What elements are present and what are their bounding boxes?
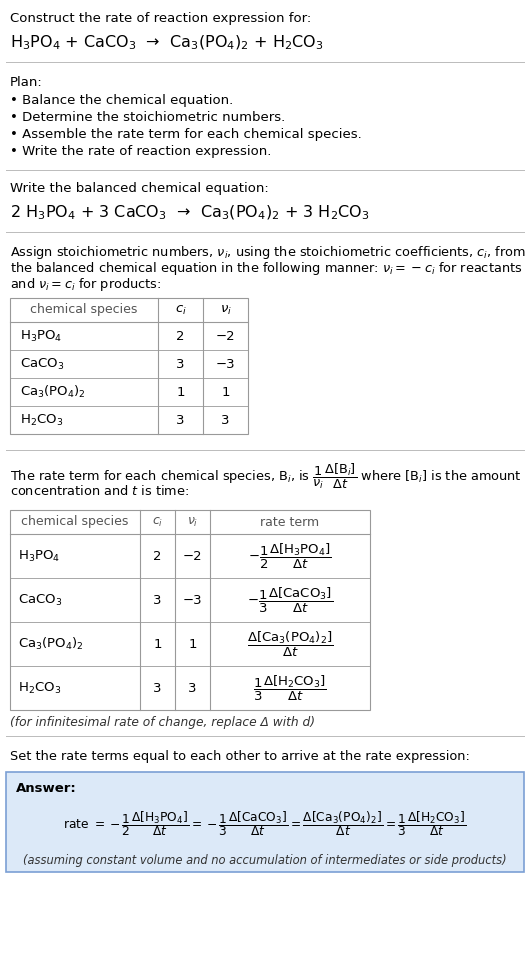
Text: chemical species: chemical species (30, 304, 138, 317)
Text: −2: −2 (183, 550, 202, 563)
Text: 3: 3 (221, 414, 229, 426)
Text: 2: 2 (153, 550, 162, 563)
Text: The rate term for each chemical species, B$_i$, is $\dfrac{1}{\nu_i}\dfrac{\Delt: The rate term for each chemical species,… (10, 462, 522, 491)
Text: Ca$_3$(PO$_4$)$_2$: Ca$_3$(PO$_4$)$_2$ (18, 636, 84, 652)
Text: $\nu_i$: $\nu_i$ (187, 515, 198, 528)
Text: $\nu_i$: $\nu_i$ (219, 304, 232, 317)
Text: $-\dfrac{1}{2}\dfrac{\Delta[\mathrm{H_3PO_4}]}{\Delta t}$: $-\dfrac{1}{2}\dfrac{\Delta[\mathrm{H_3P… (248, 541, 332, 570)
Text: CaCO$_3$: CaCO$_3$ (20, 357, 64, 371)
Text: • Assemble the rate term for each chemical species.: • Assemble the rate term for each chemic… (10, 128, 362, 141)
Text: Assign stoichiometric numbers, $\nu_i$, using the stoichiometric coefficients, $: Assign stoichiometric numbers, $\nu_i$, … (10, 244, 526, 261)
Text: H$_3$PO$_4$: H$_3$PO$_4$ (18, 549, 60, 564)
Text: H$_3$PO$_4$ + CaCO$_3$  →  Ca$_3$(PO$_4$)$_2$ + H$_2$CO$_3$: H$_3$PO$_4$ + CaCO$_3$ → Ca$_3$(PO$_4$)$… (10, 34, 324, 52)
Text: rate term: rate term (260, 515, 320, 528)
Text: −3: −3 (216, 358, 235, 370)
Text: 1: 1 (188, 638, 197, 651)
Bar (10, 510, 370, 710)
FancyBboxPatch shape (6, 772, 524, 872)
Text: 2: 2 (176, 329, 185, 342)
Text: chemical species: chemical species (21, 515, 129, 528)
Text: 1: 1 (153, 638, 162, 651)
Text: Construct the rate of reaction expression for:: Construct the rate of reaction expressio… (10, 12, 311, 25)
Text: (for infinitesimal rate of change, replace Δ with d): (for infinitesimal rate of change, repla… (10, 716, 315, 729)
Text: concentration and $t$ is time:: concentration and $t$ is time: (10, 484, 189, 498)
Text: Set the rate terms equal to each other to arrive at the rate expression:: Set the rate terms equal to each other t… (10, 750, 470, 763)
Text: H$_2$CO$_3$: H$_2$CO$_3$ (18, 680, 61, 696)
Text: Write the balanced chemical equation:: Write the balanced chemical equation: (10, 182, 269, 195)
Text: 3: 3 (188, 681, 197, 695)
Text: • Write the rate of reaction expression.: • Write the rate of reaction expression. (10, 145, 271, 158)
Text: the balanced chemical equation in the following manner: $\nu_i = -c_i$ for react: the balanced chemical equation in the fo… (10, 260, 522, 277)
Text: −2: −2 (216, 329, 235, 342)
Text: $\dfrac{1}{3}\dfrac{\Delta[\mathrm{H_2CO_3}]}{\Delta t}$: $\dfrac{1}{3}\dfrac{\Delta[\mathrm{H_2CO… (253, 673, 327, 703)
Text: 1: 1 (221, 385, 229, 399)
Text: $c_i$: $c_i$ (152, 515, 163, 528)
Text: 3: 3 (153, 681, 162, 695)
Text: H$_2$CO$_3$: H$_2$CO$_3$ (20, 413, 63, 427)
Text: 3: 3 (176, 414, 185, 426)
Text: 2 H$_3$PO$_4$ + 3 CaCO$_3$  →  Ca$_3$(PO$_4$)$_2$ + 3 H$_2$CO$_3$: 2 H$_3$PO$_4$ + 3 CaCO$_3$ → Ca$_3$(PO$_… (10, 204, 369, 222)
Text: Plan:: Plan: (10, 76, 43, 89)
Text: H$_3$PO$_4$: H$_3$PO$_4$ (20, 328, 62, 344)
Text: • Determine the stoichiometric numbers.: • Determine the stoichiometric numbers. (10, 111, 285, 124)
Text: −3: −3 (183, 594, 202, 607)
Text: $c_i$: $c_i$ (174, 304, 187, 317)
Text: rate $= -\dfrac{1}{2}\dfrac{\Delta[\mathrm{H_3PO_4}]}{\Delta t}= -\dfrac{1}{3}\d: rate $= -\dfrac{1}{2}\dfrac{\Delta[\math… (64, 809, 466, 839)
Text: CaCO$_3$: CaCO$_3$ (18, 593, 63, 608)
Text: and $\nu_i = c_i$ for products:: and $\nu_i = c_i$ for products: (10, 276, 161, 293)
Bar (10, 298, 248, 434)
Text: $\dfrac{\Delta[\mathrm{Ca_3(PO_4)_2}]}{\Delta t}$: $\dfrac{\Delta[\mathrm{Ca_3(PO_4)_2}]}{\… (246, 629, 333, 659)
Text: 1: 1 (176, 385, 185, 399)
Text: Answer:: Answer: (16, 782, 77, 795)
Text: • Balance the chemical equation.: • Balance the chemical equation. (10, 94, 233, 107)
Text: Ca$_3$(PO$_4$)$_2$: Ca$_3$(PO$_4$)$_2$ (20, 384, 86, 400)
Text: 3: 3 (176, 358, 185, 370)
Text: 3: 3 (153, 594, 162, 607)
Text: $-\dfrac{1}{3}\dfrac{\Delta[\mathrm{CaCO_3}]}{\Delta t}$: $-\dfrac{1}{3}\dfrac{\Delta[\mathrm{CaCO… (247, 585, 333, 614)
Text: (assuming constant volume and no accumulation of intermediates or side products): (assuming constant volume and no accumul… (23, 854, 507, 866)
